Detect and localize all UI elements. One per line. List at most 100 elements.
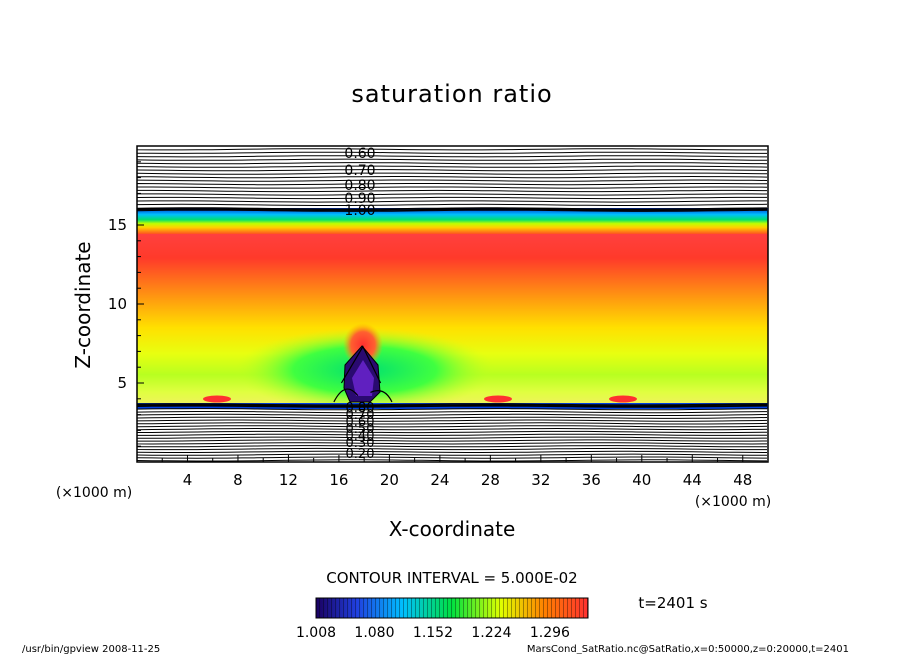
colorbar-tick-label: 1.008	[296, 625, 336, 641]
contour-line-upper	[137, 186, 768, 189]
colorbar-frame	[315, 597, 589, 619]
contour-line-lower	[137, 436, 768, 439]
chart-title: saturation ratio	[351, 80, 552, 108]
plume-contour	[370, 390, 393, 403]
upper-transition-band	[137, 208, 768, 234]
contour-line-lower	[137, 416, 768, 419]
contour-label: 0.80	[346, 401, 375, 416]
contour-label: 0.90	[344, 191, 375, 207]
contour-line-lower	[137, 456, 768, 459]
contour-line-lower	[137, 450, 768, 453]
x-tick-label: 44	[683, 471, 702, 489]
contour-line-lower	[137, 447, 767, 451]
y-axis: 5 10 15	[108, 161, 144, 447]
contour-line-upper	[137, 175, 768, 179]
contour-line-lower	[137, 427, 768, 431]
colorbar-ticks: 1.008 1.080 1.152 1.224 1.296	[296, 625, 570, 641]
contour-line-boundary	[137, 405, 768, 408]
contour-label: 0.70	[346, 408, 375, 423]
contour-line-lower	[137, 425, 768, 428]
contour-line-upper	[137, 203, 768, 206]
contour-label: 0.80	[344, 178, 375, 194]
y-axis-title: Z-coordinate	[71, 241, 95, 368]
x-axis-title: X-coordinate	[389, 517, 516, 541]
surface-cell-2	[484, 395, 512, 403]
contour-line-lower	[137, 459, 768, 462]
contour-line-upper	[137, 200, 767, 203]
surface-cell-1	[203, 395, 231, 403]
contour-line-boundary	[137, 209, 768, 212]
colorbar-tick-label: 1.224	[471, 625, 511, 641]
contour-label: 0.20	[346, 447, 375, 462]
contour-line-boundary	[137, 404, 768, 407]
contour-line-upper	[137, 165, 768, 168]
colorbar-tick-label: 1.152	[413, 625, 453, 641]
x-axis: 4 8 12 16 20 24 28 32 36 40 44 48	[161, 455, 752, 489]
contour-line-upper	[137, 207, 768, 210]
contour-line-lower	[137, 411, 768, 414]
contour-labels-lower: 0.80 0.70 0.60 0.50 0.40 0.30 0.20	[346, 401, 375, 462]
x-tick-label: 28	[481, 471, 500, 489]
contour-label: 0.50	[346, 422, 375, 437]
contour-line-upper	[137, 193, 768, 196]
contour-line-boundary	[137, 208, 768, 212]
contour-line-boundary	[137, 404, 768, 407]
plume-contour	[340, 345, 382, 384]
contour-line-upper	[137, 196, 767, 200]
contour-line-upper	[137, 158, 768, 161]
x-tick-label: 24	[430, 471, 449, 489]
plot-area	[137, 146, 768, 462]
plume-inner	[352, 360, 374, 396]
x-tick-label: 4	[183, 471, 193, 489]
x-tick-label: 48	[733, 471, 752, 489]
contour-interval: CONTOUR INTERVAL = 5.000E-02	[326, 569, 577, 587]
contour-label: 0.30	[346, 436, 375, 451]
colorbar-tick-label: 1.080	[354, 625, 394, 641]
contour-line-upper	[137, 189, 768, 193]
contour-label: 0.60	[346, 415, 375, 430]
contour-line-upper	[137, 148, 767, 151]
contour-line-lower	[137, 430, 768, 434]
contour-line-upper	[137, 155, 768, 158]
plume-contour	[333, 388, 359, 403]
contour-label: 0.40	[346, 429, 375, 444]
contour-line-boundary	[137, 208, 768, 211]
contour-line-lower	[137, 439, 768, 442]
x-axis-unit: (×1000 m)	[695, 494, 771, 510]
contour-line-lower	[137, 442, 768, 445]
contour-label: 0.60	[344, 146, 375, 162]
contour-line-lower	[137, 408, 768, 411]
x-tick-label: 20	[380, 471, 399, 489]
contour-line-lower	[137, 419, 768, 422]
contour-line-lower	[137, 422, 768, 425]
y-tick-label: 15	[108, 216, 127, 234]
x-tick-label: 8	[233, 471, 243, 489]
contour-line-lower	[137, 413, 768, 416]
contour-line-lower	[137, 445, 767, 448]
contour-line-upper	[137, 182, 768, 186]
x-tick-label: 32	[531, 471, 550, 489]
time-label: t=2401 s	[638, 594, 707, 612]
surface-cell-3	[609, 395, 637, 403]
y-axis-unit: (×1000 m)	[56, 485, 132, 501]
contour-line-lower	[137, 433, 768, 436]
y-tick-label: 10	[108, 295, 127, 313]
contour-line-boundary	[137, 403, 768, 406]
x-tick-label: 40	[632, 471, 651, 489]
y-tick-label: 5	[117, 374, 127, 392]
contour-lines	[137, 148, 768, 462]
colorbar-tick-label: 1.296	[530, 625, 570, 641]
contour-line-lower	[137, 453, 768, 456]
x-tick-label: 12	[279, 471, 298, 489]
contour-line-upper	[137, 179, 768, 182]
x-tick-label: 16	[329, 471, 348, 489]
contour-label: 0.70	[344, 163, 375, 179]
contour-line-upper	[137, 151, 767, 154]
contour-line-upper	[137, 172, 768, 175]
contour-line-upper	[137, 162, 768, 165]
footer-right: MarsCond_SatRatio.nc@SatRatio,x=0:50000,…	[527, 644, 849, 654]
x-tick-label: 36	[582, 471, 601, 489]
contour-label: 1.00	[344, 203, 375, 219]
colorbar: 1.008 1.080 1.152 1.224 1.296	[296, 597, 589, 641]
